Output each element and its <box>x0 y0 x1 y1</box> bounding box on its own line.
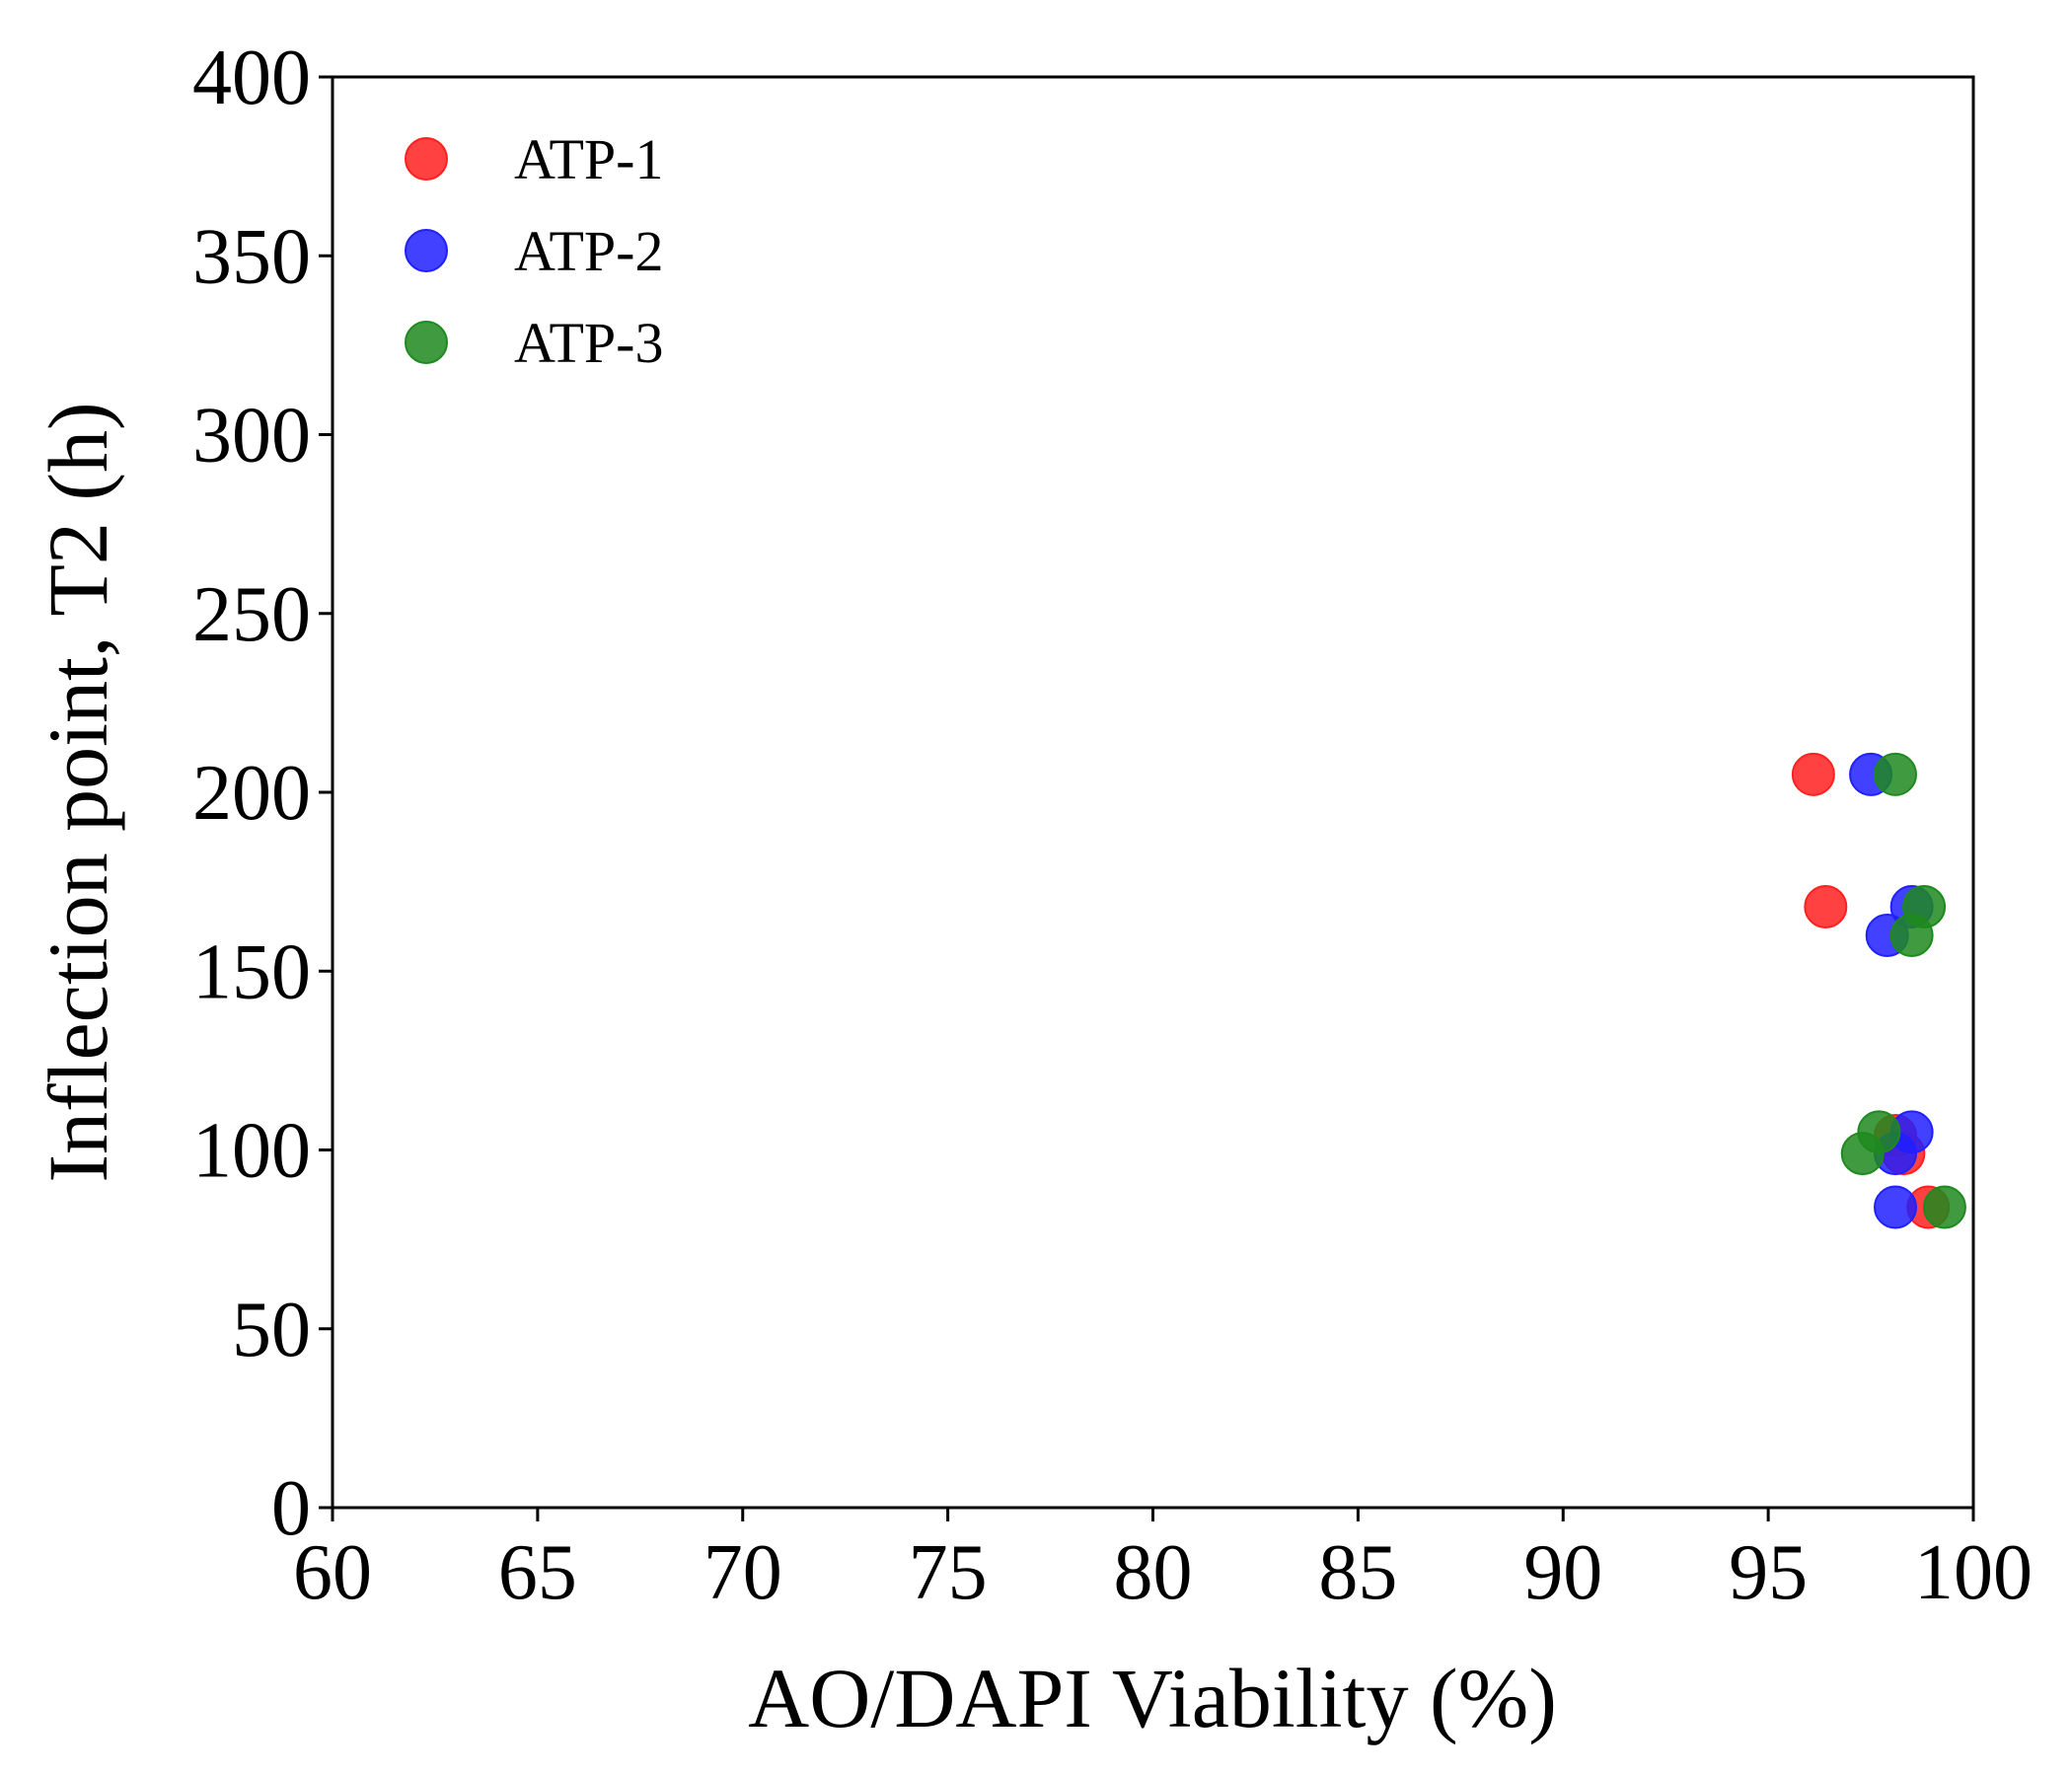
legend-marker-atp-3 <box>405 321 448 364</box>
x-tick-label: 100 <box>1914 1529 2033 1616</box>
y-tick-label: 50 <box>232 1287 311 1373</box>
x-tick-label: 90 <box>1523 1529 1602 1616</box>
data-point-atp-3 <box>1889 914 1934 957</box>
y-tick-label: 150 <box>192 928 311 1015</box>
y-tick-label: 200 <box>192 750 311 837</box>
plot-area <box>331 75 1975 1510</box>
x-tick-label: 65 <box>498 1529 577 1616</box>
data-point-atp-2 <box>1874 1185 1918 1229</box>
y-tick-label: 100 <box>192 1108 311 1195</box>
x-tick-label: 70 <box>703 1529 782 1616</box>
data-points <box>1791 752 1966 1229</box>
y-tick-label: 0 <box>271 1465 311 1552</box>
data-point-atp-1 <box>1804 885 1848 928</box>
data-point-atp-1 <box>1791 752 1835 796</box>
data-point-atp-3 <box>1874 752 1918 796</box>
legend-marker-atp-2 <box>405 229 448 272</box>
y-tick-label: 350 <box>192 213 311 300</box>
x-tick-label: 95 <box>1729 1529 1808 1616</box>
y-axis-label: Inflection point, T2 (h) <box>31 402 125 1182</box>
legend-label-atp-1: ATP-1 <box>514 127 663 191</box>
y-tick-label: 300 <box>192 393 311 480</box>
x-axis: 60 65 70 75 80 85 90 95 100 <box>293 1508 2033 1616</box>
y-tick-label: 400 <box>192 35 311 121</box>
x-tick-label: 85 <box>1318 1529 1397 1616</box>
legend-label-atp-2: ATP-2 <box>514 219 663 283</box>
x-tick-label: 75 <box>909 1529 988 1616</box>
legend-marker-atp-1 <box>405 137 448 181</box>
data-point-atp-3 <box>1840 1132 1885 1176</box>
legend-label-atp-3: ATP-3 <box>514 311 663 375</box>
legend: ATP-1 ATP-2 ATP-3 <box>405 127 663 375</box>
data-point-atp-3 <box>1922 1185 1966 1229</box>
x-axis-label: AO/DAPI Viability (%) <box>748 1651 1557 1745</box>
x-tick-label: 80 <box>1114 1529 1193 1616</box>
x-tick-label: 60 <box>293 1529 372 1616</box>
y-axis: 0 50 100 150 200 250 300 350 400 <box>192 35 333 1552</box>
y-tick-label: 250 <box>192 571 311 658</box>
